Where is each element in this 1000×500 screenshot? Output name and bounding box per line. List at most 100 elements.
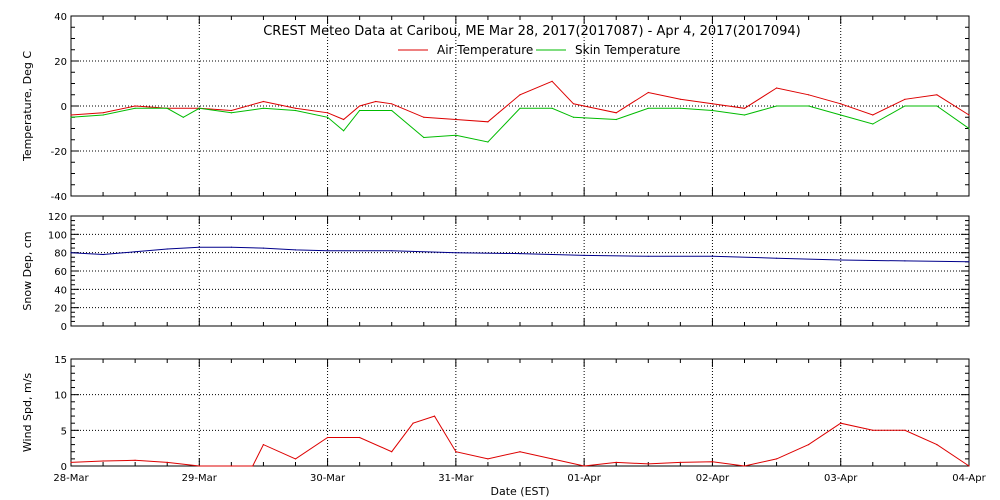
data-point bbox=[230, 246, 232, 248]
data-point bbox=[711, 109, 714, 112]
y-tick-label: 80 bbox=[54, 249, 67, 260]
data-point bbox=[134, 251, 136, 253]
y-axis-title: Wind Spd, m/s bbox=[21, 373, 34, 453]
data-point bbox=[455, 252, 457, 254]
data-point bbox=[327, 112, 329, 114]
data-point bbox=[583, 254, 585, 256]
data-point bbox=[743, 465, 746, 467]
data-point bbox=[743, 107, 746, 109]
data-point bbox=[615, 112, 617, 114]
data-point bbox=[840, 422, 842, 424]
y-tick-label: 0 bbox=[61, 462, 67, 473]
data-point bbox=[776, 458, 778, 460]
data-point bbox=[343, 130, 345, 132]
panel-1: -40 -20 0 20 40 Temperature, Deg C Air Tempera… bbox=[21, 12, 970, 203]
data-point bbox=[711, 461, 714, 463]
y-tick-label: 5 bbox=[61, 426, 67, 437]
data-point bbox=[776, 257, 778, 259]
data-point bbox=[343, 118, 345, 121]
data-point bbox=[583, 105, 585, 107]
data-point bbox=[294, 458, 297, 460]
x-tick-label: 31-Mar bbox=[438, 473, 474, 484]
data-point bbox=[647, 107, 649, 109]
data-point bbox=[412, 422, 414, 424]
data-point bbox=[327, 250, 329, 252]
legend-label: Skin Temperature bbox=[575, 43, 680, 57]
data-point bbox=[166, 248, 168, 250]
data-point bbox=[294, 249, 297, 251]
data-point bbox=[327, 436, 329, 439]
panel-frame bbox=[70, 358, 970, 467]
y-tick-label: 60 bbox=[54, 267, 67, 278]
data-point bbox=[230, 112, 232, 114]
data-point bbox=[294, 107, 297, 109]
series-line-1 bbox=[70, 80, 970, 123]
x-tick-label: 03-Apr bbox=[824, 473, 858, 484]
y-tick-label: 120 bbox=[48, 212, 67, 223]
data-point bbox=[615, 118, 617, 121]
y-tick-label: 0 bbox=[61, 322, 67, 333]
data-point bbox=[519, 253, 521, 255]
data-point bbox=[872, 114, 874, 116]
data-point bbox=[262, 444, 264, 446]
data-point bbox=[743, 114, 746, 116]
data-point bbox=[840, 114, 842, 116]
y-tick-label: 20 bbox=[54, 304, 67, 315]
data-point bbox=[198, 246, 200, 248]
data-point bbox=[198, 465, 200, 467]
data-point bbox=[711, 103, 714, 105]
data-point bbox=[102, 112, 104, 114]
data-point bbox=[551, 107, 553, 109]
data-point bbox=[262, 247, 264, 249]
data-point bbox=[840, 259, 842, 261]
y-tick-label: 20 bbox=[54, 57, 67, 68]
data-point bbox=[455, 451, 457, 453]
data-point bbox=[70, 114, 72, 116]
data-point bbox=[936, 105, 938, 107]
y-tick-label: 100 bbox=[48, 230, 67, 241]
data-point bbox=[198, 107, 200, 109]
y-tick-label: -40 bbox=[51, 192, 67, 203]
data-point bbox=[102, 253, 104, 256]
data-point bbox=[487, 121, 489, 123]
data-point bbox=[262, 100, 264, 103]
data-point bbox=[359, 105, 361, 107]
data-point bbox=[230, 109, 232, 112]
data-point bbox=[391, 451, 393, 453]
x-tick-label: 02-Apr bbox=[696, 473, 730, 484]
series-line-1 bbox=[70, 246, 970, 263]
data-point bbox=[840, 103, 842, 105]
data-point bbox=[808, 94, 810, 96]
data-point bbox=[968, 261, 970, 263]
data-point bbox=[230, 465, 232, 467]
y-tick-label: 40 bbox=[54, 12, 67, 23]
data-point bbox=[166, 461, 168, 463]
data-point bbox=[679, 98, 682, 100]
x-tick-label: 04-Apr bbox=[952, 473, 986, 484]
series-line-1 bbox=[70, 415, 970, 467]
panel-3: 0 5 10 15 Wind Spd, m/s bbox=[21, 355, 970, 473]
data-point bbox=[375, 100, 377, 103]
x-tick-label: 29-Mar bbox=[182, 473, 218, 484]
data-point bbox=[391, 109, 393, 112]
data-point bbox=[455, 118, 457, 121]
data-point bbox=[968, 465, 970, 467]
data-point bbox=[423, 116, 425, 118]
data-point bbox=[359, 436, 361, 439]
data-point bbox=[359, 109, 361, 112]
data-point bbox=[102, 114, 104, 116]
x-tick-label: 30-Mar bbox=[310, 473, 346, 484]
data-point bbox=[327, 116, 329, 118]
data-point bbox=[102, 460, 104, 462]
data-point bbox=[519, 107, 521, 109]
data-point bbox=[808, 444, 810, 446]
data-point bbox=[904, 260, 906, 262]
data-point bbox=[711, 255, 714, 257]
data-point bbox=[936, 94, 938, 96]
data-point bbox=[391, 103, 393, 105]
data-point bbox=[776, 105, 778, 107]
data-point bbox=[423, 136, 425, 139]
data-point bbox=[134, 107, 136, 109]
data-point bbox=[252, 465, 254, 467]
x-axis-title: Date (EST) bbox=[490, 485, 549, 498]
